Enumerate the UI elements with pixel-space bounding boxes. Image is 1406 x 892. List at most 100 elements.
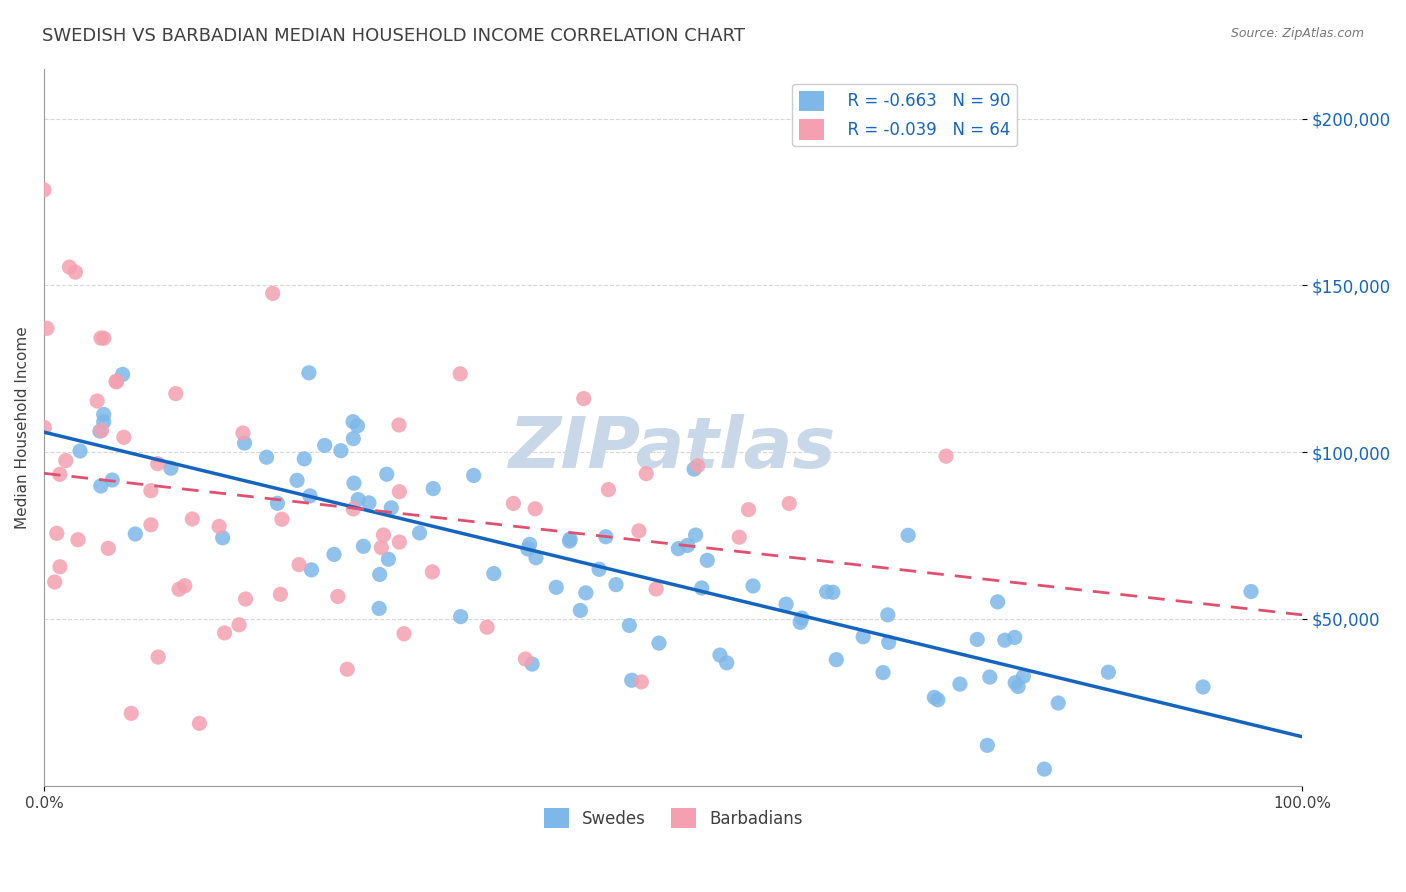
Swedes (516, 541, 538, 556)
Swedes (346, 418, 368, 433)
Swedes (292, 451, 315, 466)
Swedes (298, 366, 321, 380)
Barbadians (262, 286, 284, 301)
Swedes (69, 444, 91, 458)
Barbadians (636, 467, 658, 481)
Swedes (377, 552, 399, 566)
Swedes (520, 657, 543, 671)
Swedes (569, 603, 592, 617)
Swedes (368, 567, 391, 582)
Swedes (1240, 584, 1263, 599)
Swedes (619, 618, 641, 632)
Swedes (979, 670, 1001, 684)
Swedes (124, 527, 146, 541)
Barbadians (65, 265, 87, 279)
Barbadians (388, 535, 411, 549)
Barbadians (645, 582, 668, 596)
Barbadians (167, 582, 190, 597)
Swedes (450, 609, 472, 624)
Swedes (1047, 696, 1070, 710)
Swedes (93, 408, 115, 422)
Swedes (690, 581, 713, 595)
Legend: Swedes, Barbadians: Swedes, Barbadians (537, 801, 810, 835)
Barbadians (49, 559, 72, 574)
Barbadians (45, 526, 67, 541)
Text: SWEDISH VS BARBADIAN MEDIAN HOUSEHOLD INCOME CORRELATION CHART: SWEDISH VS BARBADIAN MEDIAN HOUSEHOLD IN… (42, 27, 745, 45)
Swedes (683, 462, 706, 476)
Swedes (648, 636, 671, 650)
Barbadians (112, 430, 135, 444)
Swedes (285, 474, 308, 488)
Barbadians (502, 496, 524, 510)
Swedes (676, 538, 699, 552)
Swedes (1012, 669, 1035, 683)
Swedes (357, 496, 380, 510)
Barbadians (232, 425, 254, 440)
Barbadians (139, 517, 162, 532)
Barbadians (148, 650, 170, 665)
Swedes (821, 585, 844, 599)
Swedes (343, 476, 366, 491)
Swedes (368, 601, 391, 615)
Barbadians (326, 590, 349, 604)
Swedes (524, 550, 547, 565)
Barbadians (146, 457, 169, 471)
Barbadians (420, 565, 443, 579)
Barbadians (44, 574, 66, 589)
Barbadians (288, 558, 311, 572)
Barbadians (572, 392, 595, 406)
Swedes (825, 652, 848, 666)
Swedes (558, 534, 581, 549)
Swedes (111, 368, 134, 382)
Swedes (266, 496, 288, 510)
Barbadians (686, 458, 709, 473)
Swedes (347, 492, 370, 507)
Swedes (1097, 665, 1119, 680)
Barbadians (370, 541, 392, 555)
Barbadians (181, 512, 204, 526)
Barbadians (97, 541, 120, 556)
Y-axis label: Median Household Income: Median Household Income (15, 326, 30, 529)
Barbadians (342, 502, 364, 516)
Swedes (323, 548, 346, 562)
Swedes (987, 595, 1010, 609)
Barbadians (228, 617, 250, 632)
Swedes (211, 531, 233, 545)
Swedes (685, 528, 707, 542)
Swedes (342, 415, 364, 429)
Barbadians (598, 483, 620, 497)
Barbadians (35, 321, 58, 335)
Barbadians (139, 483, 162, 498)
Swedes (976, 739, 998, 753)
Swedes (342, 432, 364, 446)
Swedes (876, 607, 898, 622)
Barbadians (778, 496, 800, 510)
Swedes (298, 489, 321, 503)
Swedes (595, 530, 617, 544)
Barbadians (49, 467, 72, 482)
Swedes (519, 537, 541, 551)
Swedes (160, 461, 183, 475)
Barbadians (90, 331, 112, 345)
Swedes (897, 528, 920, 542)
Barbadians (66, 533, 89, 547)
Text: Source: ZipAtlas.com: Source: ZipAtlas.com (1230, 27, 1364, 40)
Barbadians (90, 424, 112, 438)
Barbadians (388, 417, 411, 432)
Barbadians (93, 331, 115, 345)
Swedes (872, 665, 894, 680)
Swedes (329, 443, 352, 458)
Barbadians (188, 716, 211, 731)
Swedes (89, 424, 111, 438)
Swedes (588, 562, 610, 576)
Swedes (101, 473, 124, 487)
Swedes (666, 541, 689, 556)
Swedes (815, 584, 838, 599)
Swedes (558, 532, 581, 546)
Swedes (927, 693, 949, 707)
Swedes (546, 580, 568, 594)
Barbadians (208, 519, 231, 533)
Barbadians (58, 260, 80, 274)
Swedes (1007, 680, 1029, 694)
Barbadians (105, 374, 128, 388)
